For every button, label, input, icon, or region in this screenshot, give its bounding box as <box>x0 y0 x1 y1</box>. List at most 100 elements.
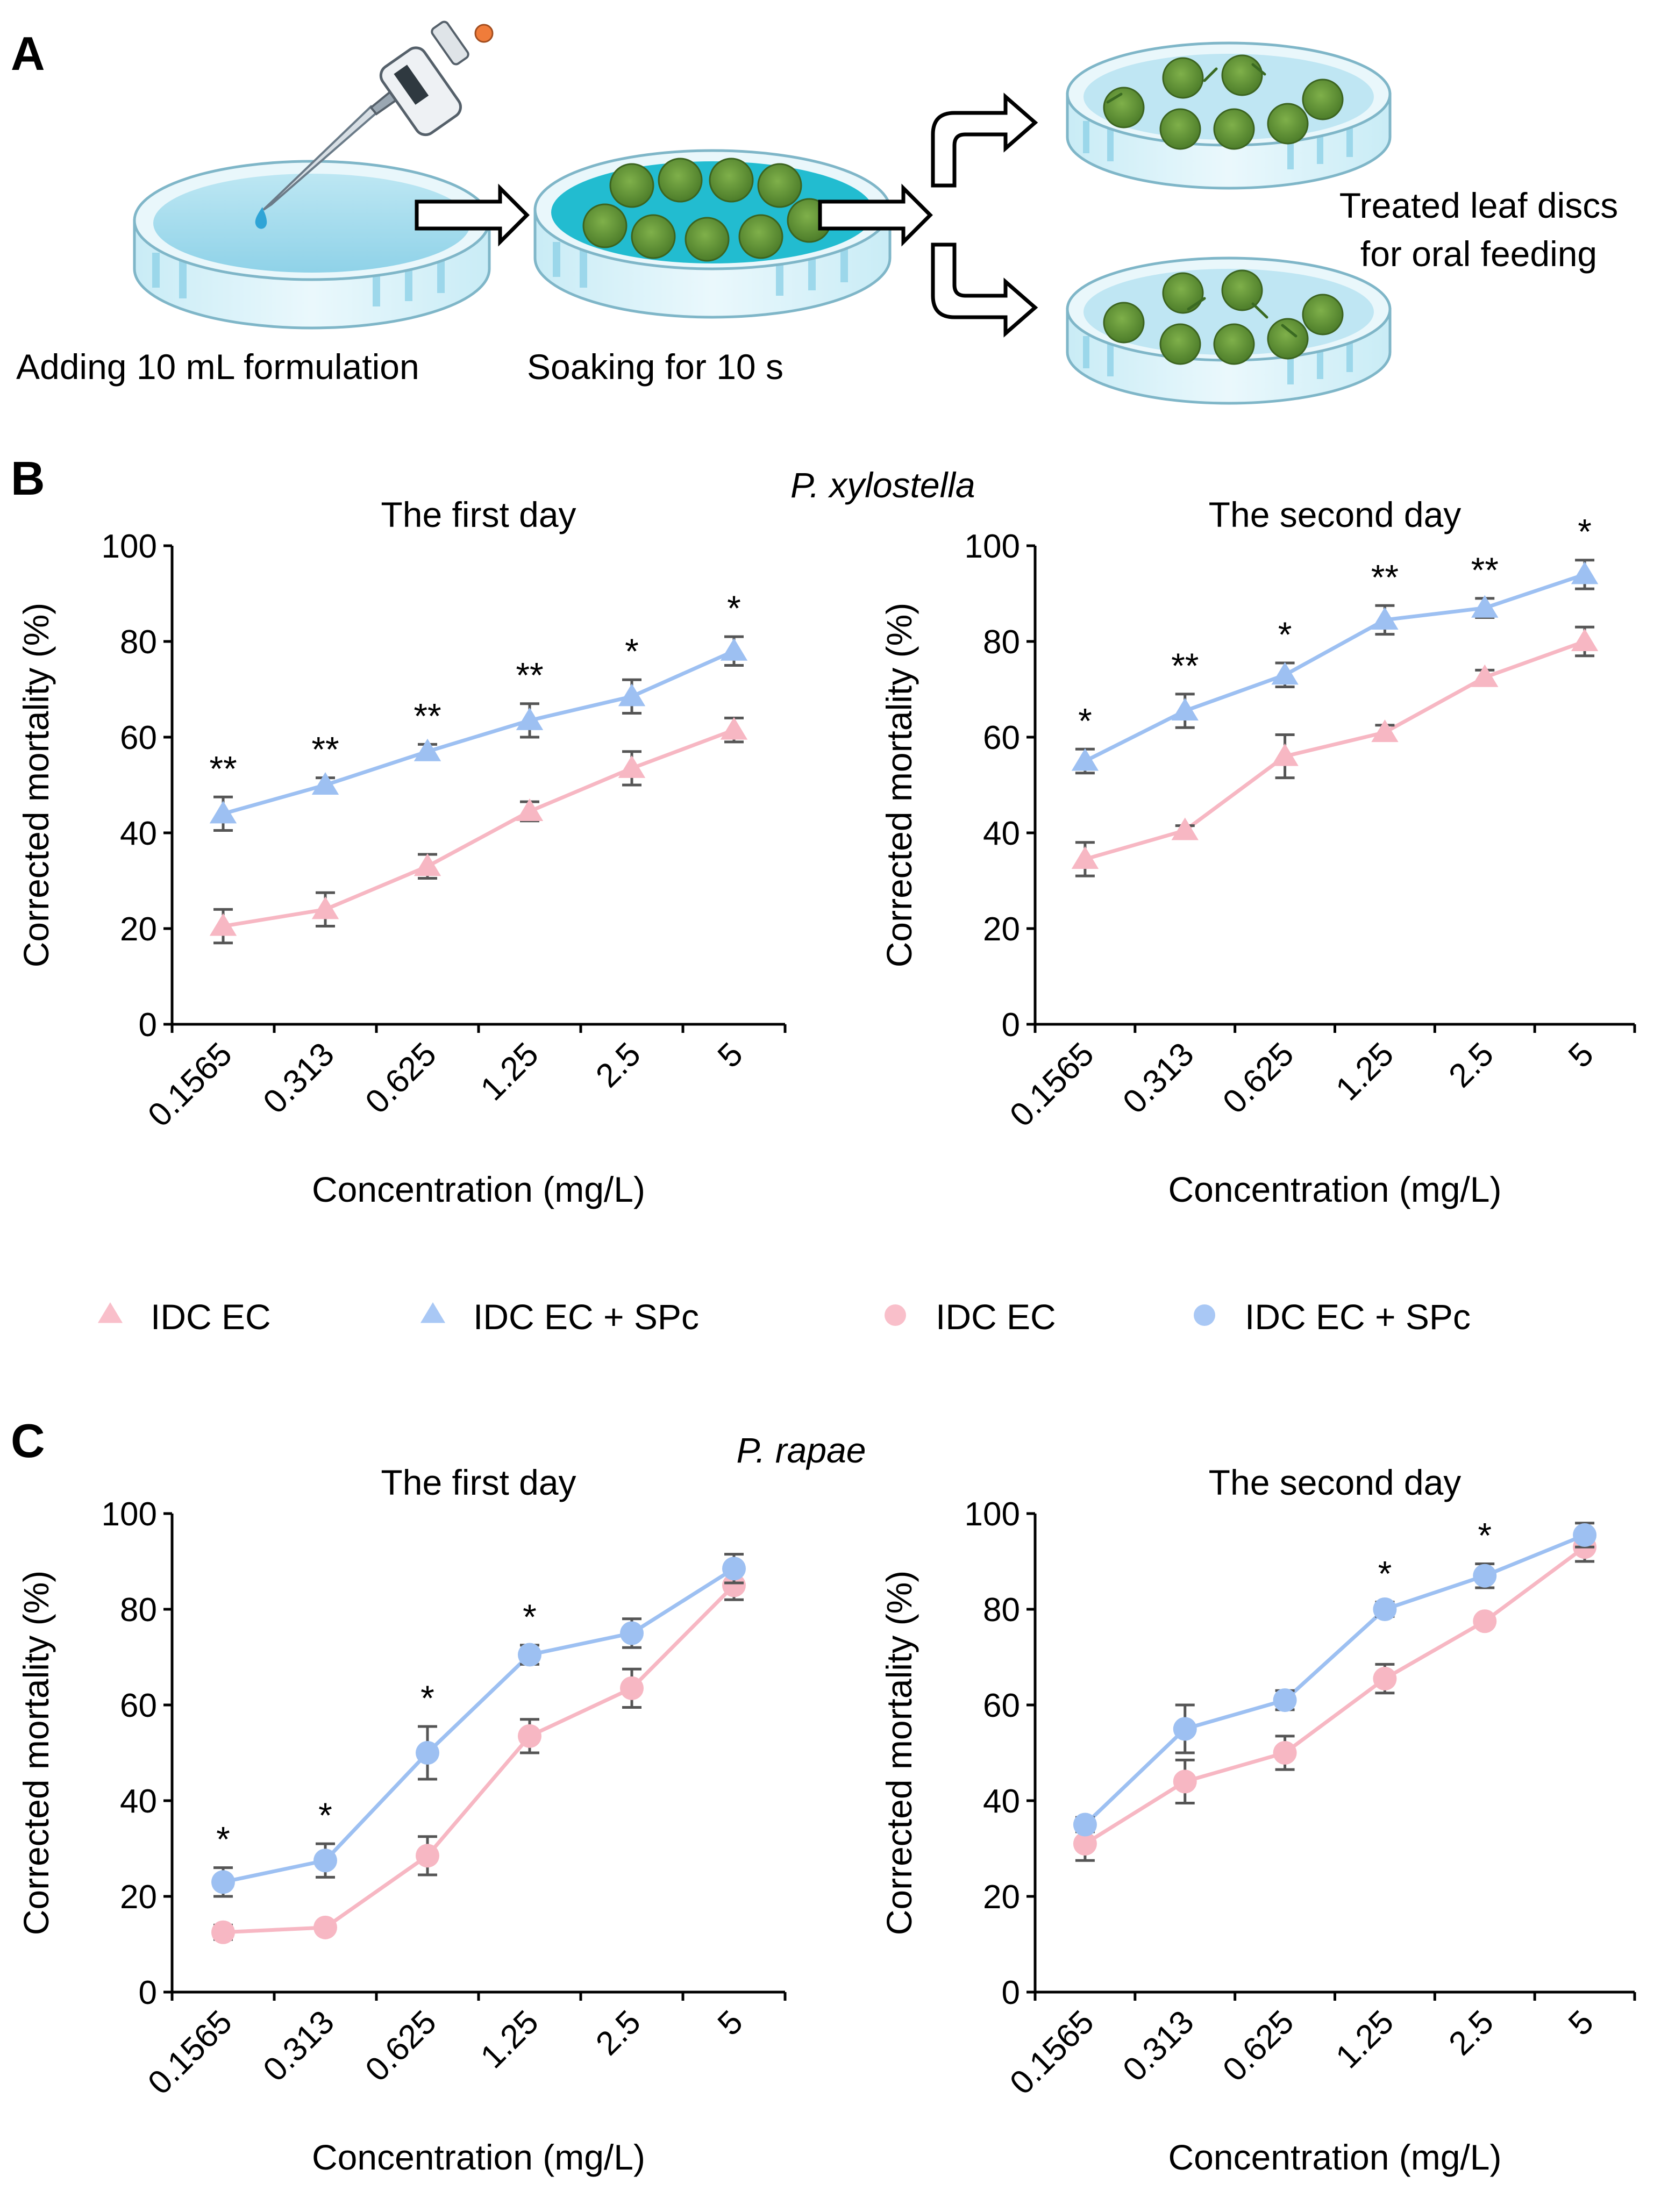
significance-mark: * <box>216 1819 230 1859</box>
x-tick-label: 1.25 <box>1329 2003 1401 2075</box>
y-axis-label: Corrected mortality (%) <box>879 1571 919 1935</box>
caption-adding-formulation: Adding 10 mL formulation <box>16 347 419 387</box>
chart-b-second-day: The second day 0 20 40 60 80 100 0.1565 0.313 0.6… <box>879 495 1636 1209</box>
y-tick-label: 60 <box>120 719 157 757</box>
y-tick-label: 80 <box>983 1592 1020 1629</box>
x-tick-label: 0.1565 <box>141 2003 239 2102</box>
chart-title: The first day <box>381 495 576 534</box>
legend-marker-circle <box>885 1304 906 1326</box>
y-tick-label: 0 <box>139 1007 157 1044</box>
x-tick-label: 5 <box>711 1036 750 1075</box>
y-tick-label: 20 <box>983 911 1020 948</box>
y-tick-label: 20 <box>120 911 157 948</box>
significance-mark: * <box>318 1795 332 1835</box>
y-tick-label: 40 <box>120 815 157 852</box>
panel-label-b: B <box>11 452 45 505</box>
data-point <box>1571 629 1599 651</box>
significance-mark: ** <box>311 730 339 769</box>
significance-mark: * <box>1578 512 1592 552</box>
significance-mark: ** <box>1371 557 1399 597</box>
series-line-0 <box>223 1584 736 1935</box>
significance-mark: ** <box>414 696 441 736</box>
x-axis-label: Concentration (mg/L) <box>312 2137 645 2177</box>
legend-label: IDC EC + SPc <box>473 1297 699 1337</box>
data-point <box>1271 743 1299 766</box>
arrow-right-icon <box>415 183 530 247</box>
x-tick-label: 0.625 <box>358 2003 444 2089</box>
y-tick-label: 40 <box>983 1783 1020 1820</box>
significance-mark: ** <box>1171 646 1199 686</box>
data-point <box>313 1849 337 1873</box>
data-point <box>516 798 544 821</box>
chart-title: The first day <box>381 1462 576 1502</box>
caption-soaking: Soaking for 10 s <box>527 347 783 387</box>
significance-mark: * <box>420 1678 434 1718</box>
x-tick-label: 0.625 <box>1216 1036 1301 1121</box>
data-point <box>1371 606 1399 630</box>
data-point <box>1471 595 1499 618</box>
data-point <box>1373 1667 1397 1691</box>
y-tick-label: 80 <box>120 1592 157 1629</box>
y-tick-label: 100 <box>102 528 157 565</box>
significance-mark: ** <box>516 655 543 695</box>
data-point <box>414 853 441 876</box>
series-line-0 <box>1084 1545 1586 1846</box>
legend-marker-triangle <box>420 1302 446 1323</box>
significance-mark: ** <box>209 748 237 788</box>
data-point <box>618 755 646 778</box>
species-label-b: P. xylostella <box>790 465 975 505</box>
data-point <box>1371 719 1399 743</box>
data-point <box>209 913 237 936</box>
species-label-c: P. rapae <box>737 1430 866 1470</box>
data-point <box>1271 662 1299 685</box>
data-point <box>1173 1717 1197 1741</box>
x-tick-label: 5 <box>711 2003 750 2043</box>
x-tick-label: 5 <box>1562 2003 1601 2043</box>
x-tick-label: 0.313 <box>256 1036 341 1121</box>
legend-marker-circle <box>1194 1304 1215 1326</box>
series-line-0 <box>223 728 735 929</box>
data-point <box>722 1557 746 1581</box>
significance-mark: ** <box>1471 550 1499 590</box>
y-tick-label: 40 <box>983 815 1020 852</box>
significance-mark: * <box>1478 1515 1492 1555</box>
data-point <box>1373 1597 1397 1621</box>
data-point <box>311 896 339 919</box>
legend-label: IDC EC <box>936 1297 1056 1337</box>
x-axis-label: Concentration (mg/L) <box>1168 2137 1502 2177</box>
arrow-split-down-icon <box>931 242 1038 338</box>
x-tick-label: 0.1565 <box>141 1036 239 1134</box>
x-tick-label: 0.313 <box>1116 1036 1201 1121</box>
y-tick-label: 0 <box>1002 1007 1020 1044</box>
y-tick-label: 100 <box>965 1496 1020 1533</box>
x-axis-label: Concentration (mg/L) <box>1168 1169 1502 1209</box>
data-point <box>518 1643 541 1667</box>
chart-c-first-day: The first day 0 20 40 60 80 100 0.1565 0.313 0.62… <box>16 1462 787 2177</box>
significance-mark: * <box>1378 1554 1392 1594</box>
y-tick-label: 60 <box>120 1687 157 1724</box>
data-point <box>211 1870 235 1894</box>
data-point <box>313 1915 337 1939</box>
panel-label-a: A <box>11 27 45 80</box>
data-point <box>1471 664 1499 687</box>
data-point <box>722 1573 746 1597</box>
y-tick-label: 60 <box>983 719 1020 757</box>
arrow-split-up-icon <box>931 92 1038 188</box>
data-point <box>211 1920 235 1944</box>
significance-mark: * <box>523 1597 537 1637</box>
data-point <box>416 1741 439 1765</box>
data-point <box>1473 1609 1497 1633</box>
legend-label: IDC EC <box>151 1297 271 1337</box>
series-line-1 <box>1084 573 1586 763</box>
x-tick-label: 0.1565 <box>1003 2003 1101 2102</box>
data-point <box>518 1724 541 1748</box>
panel-label-c: C <box>11 1414 45 1467</box>
y-tick-label: 100 <box>102 1496 157 1533</box>
x-tick-label: 0.1565 <box>1003 1036 1101 1134</box>
petri-dish-formulation <box>133 160 491 330</box>
y-tick-label: 20 <box>120 1879 157 1916</box>
petri-dish-treated-top <box>1066 41 1392 190</box>
y-tick-label: 100 <box>965 528 1020 565</box>
legend: IDC EC IDC EC + SPc IDC EC IDC EC + SPc <box>97 1297 1471 1337</box>
